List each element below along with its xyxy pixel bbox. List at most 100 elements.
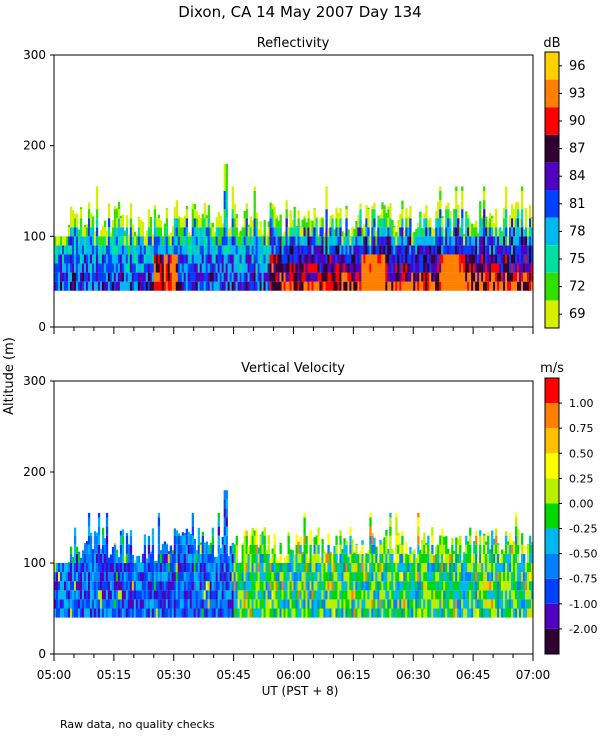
velocity-cell xyxy=(359,553,362,563)
velocity-cell xyxy=(513,541,516,545)
reflectivity-cell xyxy=(457,204,460,210)
velocity-cell xyxy=(181,608,185,618)
velocity-cell xyxy=(421,539,424,545)
velocity-cell xyxy=(501,599,504,609)
reflectivity-cell xyxy=(509,218,512,228)
reflectivity-cell xyxy=(237,232,240,237)
reflectivity-cell xyxy=(287,227,290,237)
reflectivity-cell xyxy=(257,229,260,237)
velocity-cell xyxy=(293,599,296,609)
reflectivity-cell xyxy=(437,281,440,291)
velocity-cell xyxy=(365,553,368,563)
velocity-cell xyxy=(55,563,59,573)
velocity-cell xyxy=(455,563,458,573)
velocity-cell xyxy=(361,608,364,618)
reflectivity-cell xyxy=(85,227,89,237)
reflectivity-cell xyxy=(353,254,356,264)
velocity-cell xyxy=(85,572,89,582)
reflectivity-cell xyxy=(163,236,167,246)
velocity-cell xyxy=(121,581,125,591)
velocity-cell xyxy=(203,563,206,573)
velocity-cell xyxy=(125,581,129,591)
velocity-cell xyxy=(371,553,374,563)
velocity-cell xyxy=(477,590,480,600)
reflectivity-cell xyxy=(341,231,344,237)
velocity-cell xyxy=(273,553,276,563)
velocity-cell xyxy=(117,557,121,563)
reflectivity-cell xyxy=(131,263,135,273)
reflectivity-y-tick-label: 300 xyxy=(23,48,46,62)
reflectivity-cell xyxy=(143,254,147,264)
reflectivity-cell xyxy=(209,254,212,264)
velocity-cell xyxy=(403,563,406,573)
velocity-cell xyxy=(259,535,262,545)
velocity-cell xyxy=(295,563,298,573)
reflectivity-cell xyxy=(223,236,226,246)
reflectivity-cell xyxy=(499,281,502,291)
velocity-cell xyxy=(439,535,442,536)
velocity-cell xyxy=(369,526,372,536)
reflectivity-cell xyxy=(183,227,187,237)
reflectivity-cell xyxy=(213,281,216,291)
velocity-cell xyxy=(219,548,222,554)
velocity-cell xyxy=(495,535,498,545)
velocity-cell xyxy=(433,581,436,591)
velocity-cell xyxy=(393,590,396,600)
velocity-cell xyxy=(111,608,115,618)
velocity-cell xyxy=(439,572,442,582)
velocity-cell xyxy=(483,533,486,536)
reflectivity-cell xyxy=(313,245,316,255)
reflectivity-cell xyxy=(73,227,77,237)
reflectivity-cell xyxy=(355,245,358,255)
reflectivity-cell xyxy=(65,245,69,255)
reflectivity-cell xyxy=(491,245,494,255)
reflectivity-cell xyxy=(57,254,61,264)
velocity-cell xyxy=(411,563,414,573)
velocity-cell xyxy=(69,581,73,591)
velocity-cell xyxy=(163,544,167,554)
velocity-cell xyxy=(375,581,378,591)
velocity-cell xyxy=(409,608,412,618)
velocity-cell xyxy=(365,572,368,582)
reflectivity-cell xyxy=(189,245,193,255)
reflectivity-cell xyxy=(443,263,446,273)
reflectivity-cell xyxy=(147,254,151,264)
reflectivity-cell xyxy=(157,236,161,246)
reflectivity-cell xyxy=(439,200,442,210)
velocity-cell xyxy=(153,563,157,573)
velocity-cell xyxy=(59,599,63,609)
reflectivity-cell xyxy=(315,254,318,264)
reflectivity-cell xyxy=(381,218,384,228)
reflectivity-cell xyxy=(297,272,300,282)
reflectivity-cell xyxy=(381,281,384,291)
velocity-cell xyxy=(115,590,119,600)
reflectivity-cell xyxy=(341,272,344,282)
reflectivity-cell xyxy=(253,245,256,255)
reflectivity-cell xyxy=(153,281,157,291)
velocity-cell xyxy=(373,590,376,600)
velocity-cell xyxy=(437,544,440,554)
reflectivity-cell xyxy=(327,272,330,282)
reflectivity-cell xyxy=(429,254,432,264)
reflectivity-cell xyxy=(293,227,296,237)
reflectivity-cell xyxy=(523,229,526,237)
velocity-cell xyxy=(135,572,139,582)
velocity-cell xyxy=(139,599,143,609)
velocity-cell xyxy=(181,581,185,591)
velocity-cell xyxy=(345,590,348,600)
reflectivity-cell xyxy=(185,245,189,255)
reflectivity-cell xyxy=(185,218,189,228)
reflectivity-cell xyxy=(201,263,204,273)
reflectivity-cell xyxy=(377,254,380,264)
reflectivity-cell xyxy=(345,236,348,246)
velocity-cell xyxy=(491,572,494,582)
velocity-cell xyxy=(383,608,386,618)
velocity-cell xyxy=(349,581,352,591)
reflectivity-cell xyxy=(171,263,175,273)
reflectivity-cell xyxy=(85,272,89,282)
reflectivity-cell xyxy=(69,218,73,228)
velocity-cell xyxy=(297,599,300,609)
reflectivity-cell xyxy=(223,218,226,228)
reflectivity-cell xyxy=(207,263,210,273)
velocity-cell xyxy=(217,517,220,527)
